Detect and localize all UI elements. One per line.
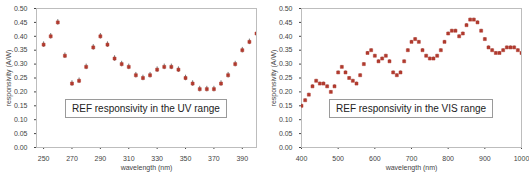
svg-text:0.25: 0.25	[14, 74, 28, 81]
svg-text:0.25: 0.25	[279, 74, 293, 81]
svg-text:0.20: 0.20	[14, 88, 28, 95]
svg-text:0.00: 0.00	[14, 144, 28, 151]
svg-text:0.40: 0.40	[14, 33, 28, 40]
svg-text:800: 800	[442, 155, 454, 162]
svg-text:0.30: 0.30	[279, 60, 293, 67]
svg-text:0.05: 0.05	[279, 130, 293, 137]
svg-text:350: 350	[180, 155, 192, 162]
svg-text:0.05: 0.05	[14, 130, 28, 137]
svg-text:390: 390	[236, 155, 248, 162]
svg-text:900: 900	[479, 155, 491, 162]
svg-text:0.35: 0.35	[14, 46, 28, 53]
svg-text:1000: 1000	[514, 155, 529, 162]
html-text:REF responsivity in the VIS ra: REF responsivity in the VIS range	[336, 103, 487, 114]
svg-text:330: 330	[151, 155, 163, 162]
svg-text:0.00: 0.00	[279, 144, 293, 151]
svg-text:500: 500	[332, 155, 344, 162]
svg-text:0.45: 0.45	[14, 19, 28, 26]
svg-text:0.10: 0.10	[14, 116, 28, 123]
svg-text:370: 370	[208, 155, 220, 162]
svg-text:0.15: 0.15	[14, 102, 28, 109]
svg-text:wavelength (nm): wavelength (nm)	[120, 164, 173, 172]
svg-text:0.50: 0.50	[279, 5, 293, 12]
svg-text:0.30: 0.30	[14, 60, 28, 67]
html-text:REF responsivity in the UV ran: REF responsivity in the UV range	[72, 103, 220, 114]
svg-text:0.35: 0.35	[279, 46, 293, 53]
svg-text:400: 400	[296, 155, 308, 162]
svg-text:600: 600	[369, 155, 381, 162]
svg-text:0.10: 0.10	[279, 116, 293, 123]
svg-text:wavelength (nm): wavelength (nm)	[385, 164, 438, 172]
svg-text:0.40: 0.40	[279, 33, 293, 40]
svg-text:310: 310	[123, 155, 135, 162]
svg-text:0.45: 0.45	[279, 19, 293, 26]
svg-text:700: 700	[406, 155, 418, 162]
svg-text:0.20: 0.20	[279, 88, 293, 95]
svg-text:290: 290	[95, 155, 107, 162]
svg-text:270: 270	[66, 155, 78, 162]
svg-text:responsivity (A/W): responsivity (A/W)	[5, 50, 13, 107]
svg-text:0.15: 0.15	[279, 102, 293, 109]
svg-text:responsivity (A/W): responsivity (A/W)	[270, 50, 278, 107]
svg-text:0.50: 0.50	[14, 5, 28, 12]
svg-text:250: 250	[38, 155, 50, 162]
